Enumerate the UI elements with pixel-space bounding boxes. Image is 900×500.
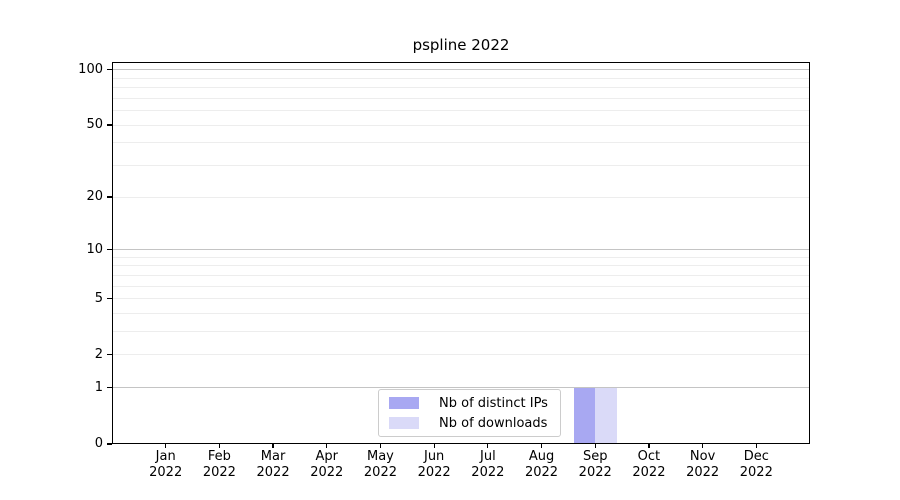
x-tick-label-oct: Oct 2022: [609, 449, 689, 481]
x-tick-mark-jan: [165, 444, 167, 448]
plot-area: [112, 62, 810, 444]
x-tick-month: Sep: [582, 449, 608, 464]
y-tick-mark-0: [107, 443, 112, 445]
y-tick-label-50: 50: [86, 117, 103, 133]
gridline-y-80: [112, 87, 810, 89]
x-tick-label-dec: Dec 2022: [716, 449, 796, 481]
x-tick-month: Feb: [207, 449, 231, 464]
legend-swatch-distinct-ips: [389, 397, 419, 409]
y-tick-label-10: 10: [86, 241, 103, 257]
x-tick-year: 2022: [524, 465, 559, 480]
gridline-y-30: [112, 164, 810, 166]
x-tick-label-mar: Mar 2022: [233, 449, 313, 481]
x-tick-label-jan: Jan 2022: [126, 449, 206, 481]
y-tick-label-2: 2: [94, 346, 103, 362]
y-tick-label-1: 1: [94, 379, 103, 395]
legend-label-downloads: Nb of downloads: [439, 415, 548, 431]
y-tick-label-0: 0: [94, 436, 103, 451]
y-tick-mark-5: [107, 298, 112, 300]
x-tick-year: 2022: [310, 465, 344, 480]
x-tick-label-sep: Sep 2022: [555, 449, 635, 481]
x-tick-mark-nov: [702, 444, 704, 448]
x-tick-year: 2022: [739, 465, 773, 480]
x-tick-year: 2022: [632, 465, 666, 480]
y-tick-label-100: 100: [78, 61, 103, 77]
y-tick-mark-50: [107, 124, 112, 126]
x-tick-year: 2022: [417, 465, 451, 480]
gridline-y-7: [112, 274, 810, 276]
x-tick-month: Apr: [315, 449, 339, 464]
gridline-y-20: [112, 196, 810, 198]
legend-item-distinct-ips: Nb of distinct IPs: [389, 395, 550, 412]
x-tick-month: Oct: [637, 449, 661, 464]
legend-swatch-downloads: [389, 417, 419, 429]
x-tick-month: Nov: [689, 449, 716, 464]
x-tick-month: May: [367, 449, 394, 464]
x-tick-mark-mar: [272, 444, 274, 448]
gridline-y-8: [112, 265, 810, 267]
gridline-y-70: [112, 97, 810, 99]
gridline-y-6: [112, 285, 810, 287]
y-tick-mark-100: [107, 69, 112, 71]
x-tick-year: 2022: [149, 465, 183, 480]
x-tick-month: Jun: [423, 449, 445, 464]
gridline-y-9: [112, 256, 810, 258]
x-tick-mark-aug: [540, 444, 543, 448]
x-tick-mark-jun: [433, 444, 435, 448]
gridline-y-4: [112, 312, 810, 314]
x-tick-label-jun: Jun 2022: [394, 449, 474, 481]
x-tick-mark-oct: [648, 444, 650, 448]
gridline-y-5: [112, 298, 810, 300]
gridline-y-50: [112, 124, 810, 126]
y-tick-label-20: 20: [86, 189, 103, 205]
x-tick-year: 2022: [256, 465, 290, 480]
x-tick-mark-jul: [487, 444, 489, 448]
y-tick-mark-2: [107, 354, 112, 356]
x-tick-mark-may: [379, 444, 382, 448]
x-tick-label-feb: Feb 2022: [179, 449, 259, 481]
y-tick-mark-20: [107, 196, 112, 198]
x-tick-year: 2022: [686, 465, 720, 480]
gridline-y-100: [112, 69, 810, 71]
x-tick-label-aug: Aug 2022: [502, 449, 582, 481]
gridline-y-60: [112, 110, 810, 112]
y-tick-mark-1: [107, 387, 112, 389]
gridline-y-1: [112, 387, 810, 389]
x-tick-month: Dec: [743, 449, 769, 464]
x-tick-mark-feb: [218, 444, 220, 448]
bar-downloads-sep: [595, 387, 617, 444]
x-tick-year: 2022: [471, 465, 505, 480]
y-tick-mark-10: [107, 248, 112, 251]
gridline-y-40: [112, 142, 810, 144]
x-tick-year: 2022: [363, 465, 397, 480]
x-tick-mark-sep: [594, 444, 596, 448]
gridline-y-3: [112, 331, 810, 333]
x-tick-label-jul: Jul 2022: [448, 449, 528, 481]
x-tick-label-may: May 2022: [340, 449, 420, 481]
x-tick-month: Aug: [528, 449, 555, 464]
x-tick-mark-apr: [326, 444, 328, 448]
x-tick-month: Jan: [155, 449, 176, 464]
x-tick-year: 2022: [578, 465, 612, 480]
x-tick-month: Jul: [480, 449, 496, 464]
x-tick-year: 2022: [202, 465, 236, 480]
x-tick-month: Mar: [260, 449, 286, 464]
x-tick-label-apr: Apr 2022: [287, 449, 367, 481]
x-tick-label-nov: Nov 2022: [663, 449, 743, 481]
legend-label-distinct-ips: Nb of distinct IPs: [439, 395, 548, 411]
gridline-y-10: [112, 249, 810, 250]
bar-distinct-ips-sep: [573, 387, 596, 444]
chart-title: pspline 2022: [412, 36, 510, 54]
gridline-y-90: [112, 77, 810, 79]
legend: Nb of distinct IPs Nb of downloads: [378, 389, 561, 437]
x-tick-mark-dec: [755, 444, 757, 448]
y-tick-label-5: 5: [94, 290, 103, 306]
legend-item-downloads: Nb of downloads: [389, 415, 550, 432]
gridline-y-2: [112, 354, 810, 356]
